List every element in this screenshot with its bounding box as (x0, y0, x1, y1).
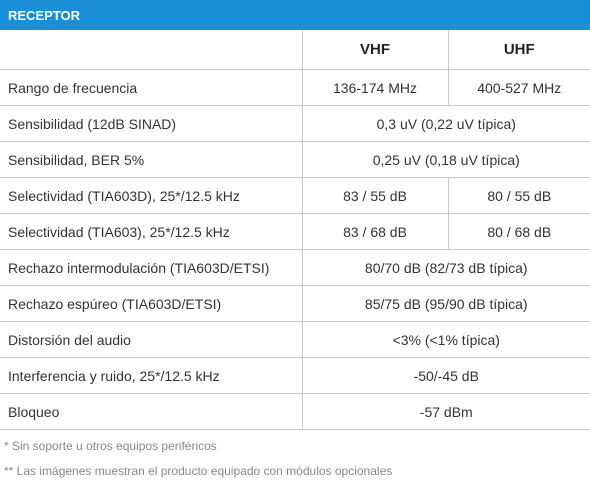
row-label: Rango de frecuencia (0, 69, 302, 106)
row-label: Sensibilidad, BER 5% (0, 141, 302, 178)
row-label: Interferencia y ruido, 25*/12.5 kHz (0, 357, 302, 394)
row-label: Selectividad (TIA603D), 25*/12.5 kHz (0, 177, 302, 214)
cell: 83 / 55 dB (301, 177, 448, 214)
row: Rechazo intermodulación (TIA603D/ETSI) 80… (0, 249, 590, 286)
cell: -57 dBm (301, 393, 590, 430)
row-label: Sensibilidad (12dB SINAD) (0, 105, 302, 142)
row: Rechazo espúreo (TIA603D/ETSI) 85/75 dB (… (0, 285, 590, 322)
row: Sensibilidad (12dB SINAD) 0,3 uV (0,22 uV… (0, 105, 590, 142)
row-label: Bloqueo (0, 393, 302, 430)
row: Selectividad (TIA603D), 25*/12.5 kHz 83 /… (0, 177, 590, 214)
spec-table: VHF UHF Rango de frecuencia 136-174 MHz 40… (0, 30, 590, 430)
cell: 80/70 dB (82/73 dB típica) (301, 249, 590, 286)
row: Bloqueo -57 dBm (0, 393, 590, 430)
cell: <3% (<1% típica) (301, 321, 590, 358)
header-cell: UHF (447, 30, 590, 70)
cell: 136-174 MHz (301, 69, 448, 106)
footnotes: * Sin soporte u otros equipos periférico… (0, 430, 590, 484)
footnote: * Sin soporte u otros equipos periférico… (4, 439, 217, 453)
header-cell: VHF (301, 30, 448, 70)
header-cell (0, 30, 302, 70)
header-row: VHF UHF (0, 30, 590, 70)
row: Selectividad (TIA603), 25*/12.5 kHz 83 / … (0, 213, 590, 250)
footnote: ** Las imágenes muestran el producto equ… (4, 464, 393, 478)
row: Interferencia y ruido, 25*/12.5 kHz -50/-… (0, 357, 590, 394)
cell: 80 / 68 dB (447, 213, 590, 250)
cell: 83 / 68 dB (301, 213, 448, 250)
cell: 400-527 MHz (447, 69, 590, 106)
row: Sensibilidad, BER 5% 0,25 uV (0,18 uV típ… (0, 141, 590, 178)
cell: -50/-45 dB (301, 357, 590, 394)
row-label: Rechazo espúreo (TIA603D/ETSI) (0, 285, 302, 322)
section-title: RECEPTOR (0, 0, 590, 30)
row-label: Rechazo intermodulación (TIA603D/ETSI) (0, 249, 302, 286)
cell: 80 / 55 dB (447, 177, 590, 214)
row: Rango de frecuencia 136-174 MHz 400-527 MH… (0, 69, 590, 106)
cell: 85/75 dB (95/90 dB típica) (301, 285, 590, 322)
cell: 0,3 uV (0,22 uV típica) (301, 105, 590, 142)
row: Distorsión del audio <3% (<1% típica) (0, 321, 590, 358)
cell: 0,25 uV (0,18 uV típica) (301, 141, 590, 178)
row-label: Distorsión del audio (0, 321, 302, 358)
row-label: Selectividad (TIA603), 25*/12.5 kHz (0, 213, 302, 250)
